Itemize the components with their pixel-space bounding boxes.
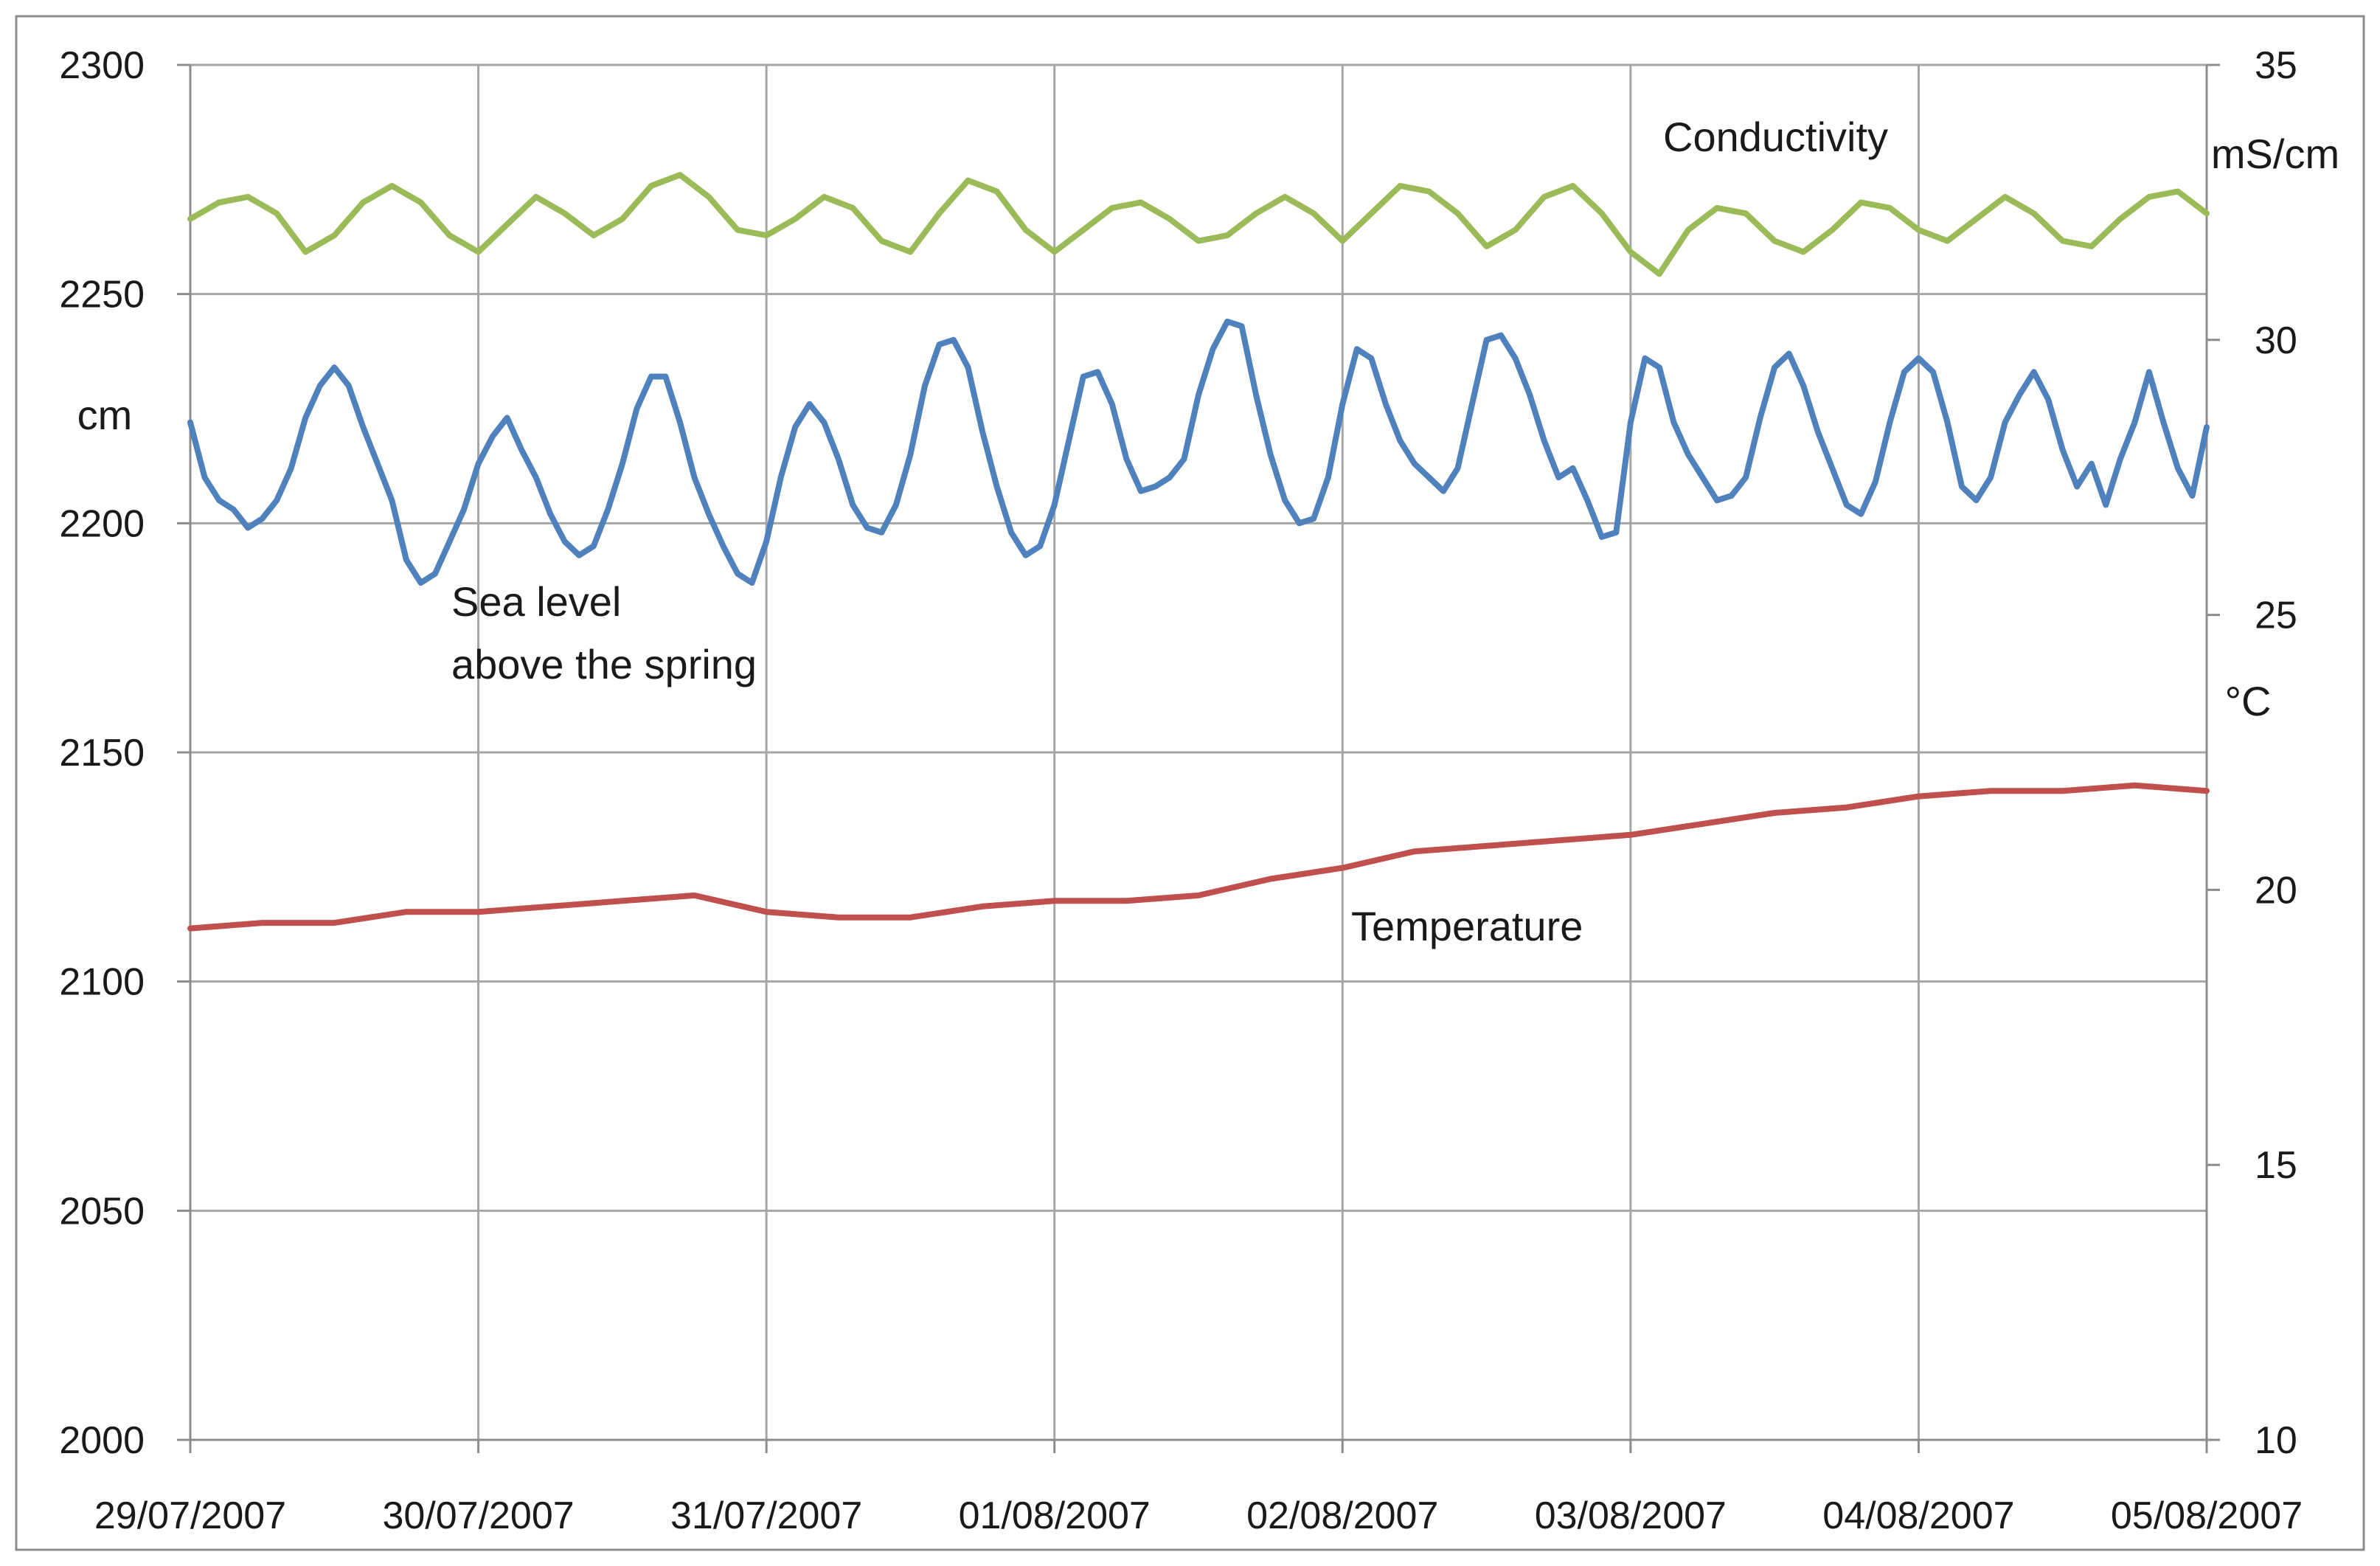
y-left-tick-label: 2050 — [59, 1190, 145, 1233]
y-right-tick-label: 15 — [2255, 1144, 2297, 1187]
gridlines — [189, 63, 2208, 1441]
x-tick-label: 31/07/2007 — [670, 1494, 862, 1537]
y-right-tick-label: 20 — [2255, 869, 2297, 912]
temperature-line — [187, 782, 2210, 932]
annotation-conductivity: Conductivity — [1663, 114, 1888, 160]
y-left-tick-label: 2150 — [59, 732, 145, 775]
y-left-tick-label: 2100 — [59, 961, 145, 1004]
y-right-tick-label: 10 — [2255, 1419, 2297, 1462]
y-right-tick-label: 35 — [2255, 44, 2297, 87]
tick-labels: 2000 2050 2100 2150 2200 2250 2300 10 15 20 25 30 35… — [59, 44, 2303, 1537]
y-right-tick-label: 25 — [2255, 595, 2297, 637]
x-tick-label: 03/08/2007 — [1535, 1494, 1727, 1537]
x-tick-label: 30/07/2007 — [382, 1494, 574, 1537]
annotation-sea-level-line1: Sea level — [451, 578, 621, 625]
y-right-axis-label-conductivity: mS/cm — [2211, 131, 2339, 177]
x-tick-label: 05/08/2007 — [2111, 1494, 2303, 1537]
sea-level-line — [187, 318, 2210, 586]
chart-frame — [15, 15, 2365, 1551]
x-tick-label: 04/08/2007 — [1822, 1494, 2014, 1537]
x-tick-label: 29/07/2007 — [94, 1494, 286, 1537]
axes — [177, 63, 2220, 1453]
x-tick-label: 02/08/2007 — [1246, 1494, 1438, 1537]
x-tick-label: 01/08/2007 — [959, 1494, 1151, 1537]
y-left-tick-label: 2200 — [59, 502, 145, 545]
y-left-tick-label: 2000 — [59, 1419, 145, 1462]
series — [187, 172, 2210, 932]
y-right-axis-label-temperature: °C — [2225, 678, 2272, 724]
conductivity-line — [187, 172, 2210, 277]
y-right-tick-label: 30 — [2255, 319, 2297, 362]
annotation-sea-level-line2: above the spring — [451, 641, 757, 687]
y-left-axis-label: cm — [77, 392, 133, 438]
y-left-tick-label: 2250 — [59, 274, 145, 316]
y-left-tick-label: 2300 — [59, 44, 145, 87]
annotation-temperature: Temperature — [1351, 903, 1583, 949]
